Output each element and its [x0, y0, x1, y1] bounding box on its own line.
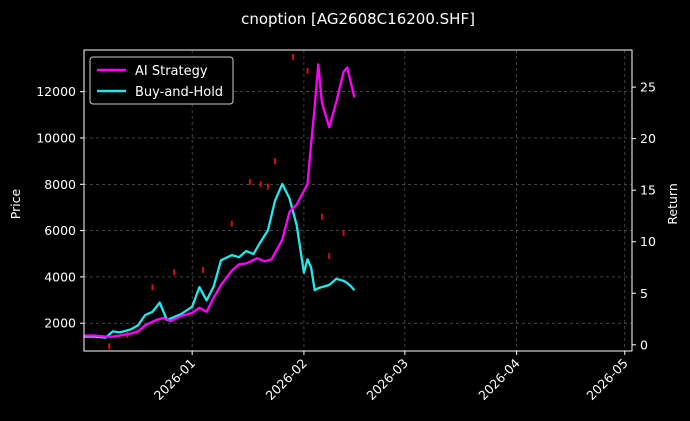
price-candle	[306, 67, 309, 74]
legend-label-buy-and-hold: Buy-and-Hold	[135, 85, 223, 100]
price-candle	[151, 284, 154, 291]
price-candle	[173, 269, 176, 276]
plot-frame	[83, 49, 633, 352]
price-candle	[108, 343, 111, 350]
y-axis-label: Price	[8, 188, 23, 219]
y2-tick-label: 10	[640, 234, 656, 249]
price-candle	[328, 253, 331, 260]
legend: AI Strategy Buy-and-Hold	[89, 56, 234, 105]
price-candle	[230, 220, 233, 227]
price-candle	[248, 178, 251, 185]
y2-tick-label: 5	[640, 286, 648, 301]
series-lines	[84, 63, 356, 339]
series-line-ai-strategy	[84, 63, 356, 338]
y-tick-label: 12000	[36, 84, 76, 99]
series-line-buy-and-hold	[84, 182, 356, 339]
y-tick-label: 10000	[36, 130, 76, 145]
y2-tick-label: 20	[640, 131, 656, 146]
price-candle	[320, 213, 323, 220]
price-candles	[108, 53, 345, 350]
y-tick-label: 2000	[44, 316, 76, 331]
y2-tick-label: 0	[640, 337, 648, 352]
price-candle	[342, 229, 345, 236]
price-candle	[259, 181, 262, 188]
y2-tick-label: 25	[640, 80, 656, 95]
y-tick-label: 8000	[44, 177, 76, 192]
price-candle	[292, 53, 295, 60]
chart-title: cnoption [AG2608C16200.SHF]	[241, 10, 475, 28]
y-tick-label: 6000	[44, 223, 76, 238]
y2-axis-label: Return	[665, 183, 680, 224]
y-tick-label: 4000	[44, 269, 76, 284]
price-candle	[274, 158, 277, 165]
legend-label-ai-strategy: AI Strategy	[135, 64, 208, 79]
price-candle	[201, 266, 204, 273]
y2-tick-label: 15	[640, 183, 656, 198]
price-candle	[266, 183, 269, 190]
